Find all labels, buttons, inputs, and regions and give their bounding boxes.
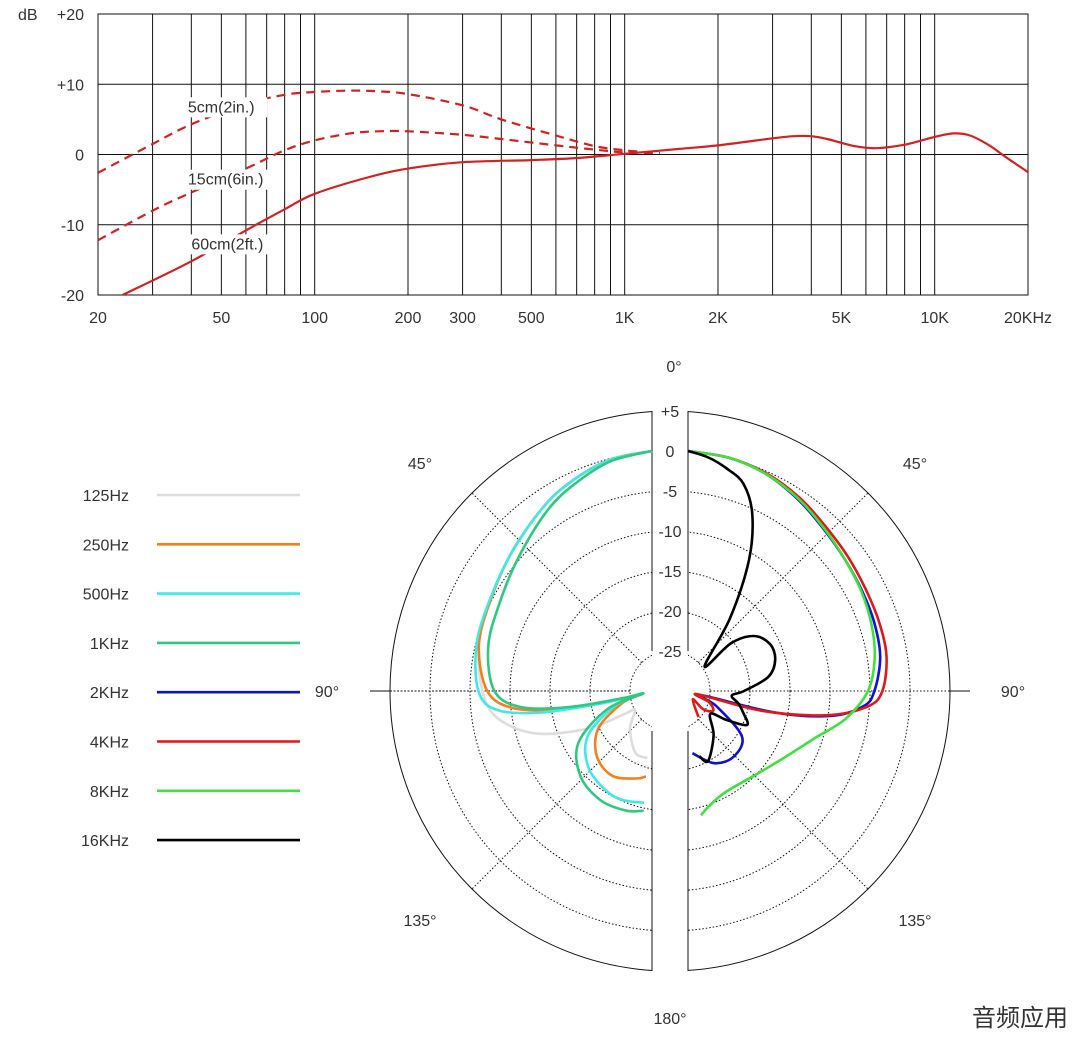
angle-label: 45° [903,456,927,473]
series-label-bg [183,169,276,190]
series-label: 60cm(2ft.) [191,236,263,253]
x-tick-label: 50 [212,310,230,327]
x-tick-label: 5K [832,310,852,327]
angle-label: 135° [403,913,436,930]
polar-center-hole [630,651,710,731]
polar-series-16khz [687,449,777,764]
polar-spoke [697,492,869,664]
legend-label: 2KHz [90,685,129,702]
plot-frame [97,13,1029,296]
watermark-text: 音频应用 [972,1004,1068,1032]
r-tick-label: -25 [658,644,681,661]
series-label: 5cm(2in.) [188,99,255,116]
polar-series-4khz [687,449,888,718]
angle-label: 45° [408,456,432,473]
series-label-bg [187,234,280,255]
x-tick-label: 500 [518,310,545,327]
polar-series-8khz [687,449,877,816]
polar-series-1khz [486,449,653,813]
polar-spoke [697,718,869,890]
frequency-response-chart: +20 +10 0 -10 -20 dB 20 50 100 200 300 500 1K 2K 5K 10K… [18,7,1052,327]
angle-label: 180° [653,1011,686,1028]
x-tick-label: 200 [395,310,422,327]
legend-label: 16KHz [81,833,129,850]
y-tick-label: +20 [57,7,84,24]
series-line-3 [122,132,1028,295]
y-axis-label: dB [18,7,38,24]
legend-label: 125Hz [83,488,129,505]
y-tick-label: -10 [61,218,84,235]
r-tick-label: -15 [658,564,681,581]
series-label-bg [183,97,268,118]
y-tick-label: -20 [61,288,84,305]
legend-label: 1KHz [90,636,129,653]
polar-pattern-chart: +5 0 -5 -10 -15 -20 -25 0° 45° 45° 90° 90° 135° 135° 1… [315,359,1025,1028]
x-tick-label: 10K [920,310,949,327]
series-line-2 [98,129,661,242]
polar-spoke [471,492,643,664]
series-label: 15cm(6in.) [188,172,264,189]
y-tick-label: +10 [57,77,84,94]
polar-spoke [471,718,643,890]
y-tick-label: 0 [75,148,84,165]
angle-label: 135° [898,913,931,930]
angle-label: 0° [666,359,681,376]
x-tick-label: 300 [449,310,476,327]
x-tick-label: 100 [301,310,328,327]
legend-label: 8KHz [90,784,129,801]
r-tick-label: 0 [666,444,675,461]
angle-label: 90° [1001,684,1025,701]
x-tick-label: 1K [615,310,635,327]
series-line-1 [98,89,650,174]
x-tick-label: 2K [708,310,728,327]
r-tick-label: -20 [658,604,681,621]
x-tick-label: 20 [89,310,107,327]
legend-label: 500Hz [83,587,129,604]
polar-legend: 125Hz 250Hz 500Hz 1KHz 2KHz 4KHz 8KHz 16KHz [81,488,300,850]
polar-ring [549,570,791,812]
legend-label: 250Hz [83,537,129,554]
legend-label: 4KHz [90,735,129,752]
r-tick-label: +5 [661,404,679,421]
angle-label: 90° [315,684,339,701]
polar-series-250hz [477,449,653,780]
r-tick-label: -5 [663,484,677,501]
polar-series-500hz [474,449,653,804]
r-tick-label: -10 [658,524,681,541]
x-tick-label: 20KHz [1004,310,1052,327]
